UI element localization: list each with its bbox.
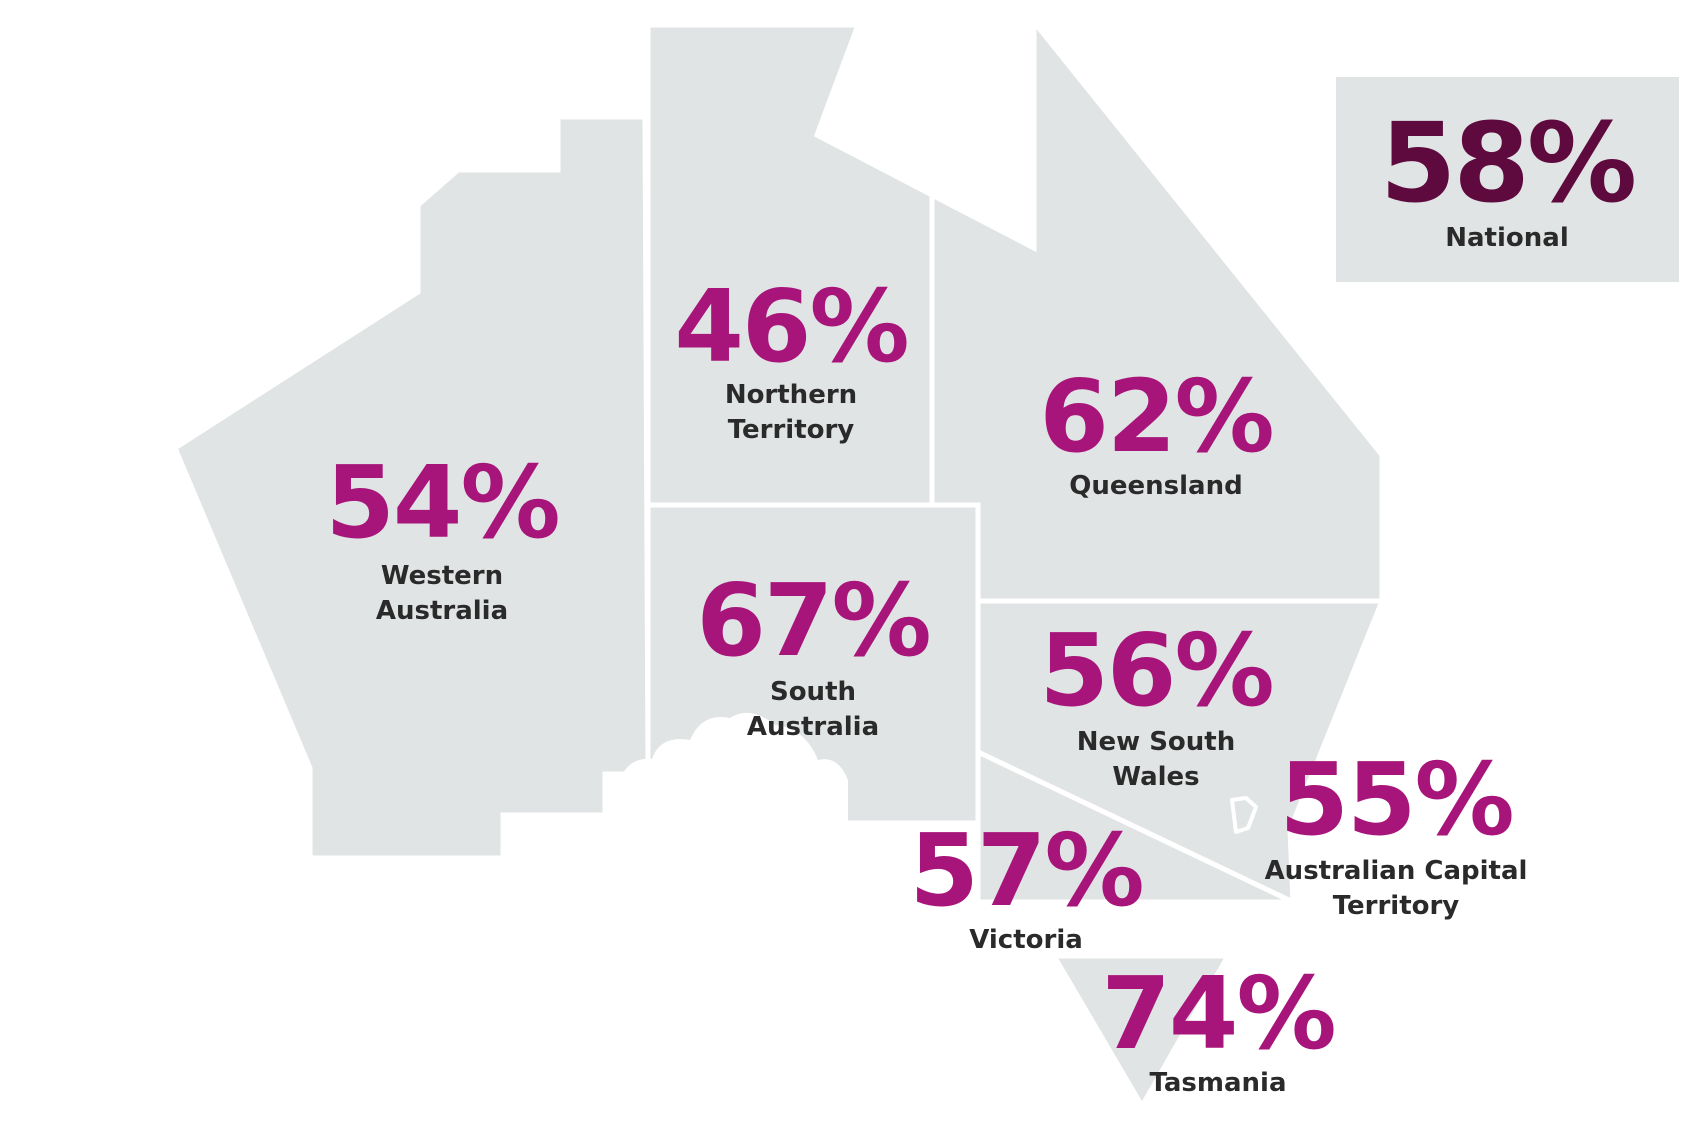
nsw-percent: 56% (1039, 612, 1272, 729)
wa-label-line2: Australia (376, 596, 508, 626)
region-shape-nsw (975, 598, 1386, 907)
nt-label-line2: Territory (728, 415, 855, 445)
wa-label-line1: Western (381, 561, 503, 591)
bight-cutout (620, 712, 848, 980)
sa-percent: 67% (696, 562, 929, 679)
region-shape-vic (975, 748, 1295, 905)
national-label: National (1445, 223, 1568, 253)
region-shape-tas (1049, 953, 1233, 1111)
tas-percent: 74% (1101, 955, 1334, 1072)
act-percent: 55% (1279, 741, 1512, 858)
region-shape-qld (929, 14, 1385, 604)
national-box (1336, 77, 1679, 282)
qld-percent: 62% (1039, 358, 1272, 475)
nsw-label-line1: New South (1077, 727, 1236, 757)
act-label-line2: Territory (1333, 891, 1460, 921)
national-percent: 58% (1380, 99, 1634, 227)
nt-percent: 46% (674, 268, 907, 385)
nt-label-line1: Northern (725, 380, 857, 410)
act-label-line1: Australian Capital (1265, 856, 1528, 886)
tas-label: Tasmania (1149, 1068, 1286, 1098)
sa-label-line1: South (770, 677, 856, 707)
wa-percent: 54% (325, 444, 558, 561)
qld-label: Queensland (1069, 471, 1242, 501)
sa-label-line2: Australia (747, 712, 879, 742)
vic-percent: 57% (909, 812, 1142, 929)
nsw-label-line2: Wales (1112, 762, 1199, 792)
vic-label: Victoria (969, 925, 1083, 955)
act-outline (1230, 796, 1258, 834)
